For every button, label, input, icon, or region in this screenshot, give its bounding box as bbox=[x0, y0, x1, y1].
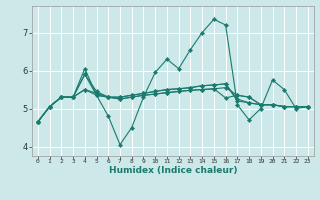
X-axis label: Humidex (Indice chaleur): Humidex (Indice chaleur) bbox=[108, 166, 237, 175]
